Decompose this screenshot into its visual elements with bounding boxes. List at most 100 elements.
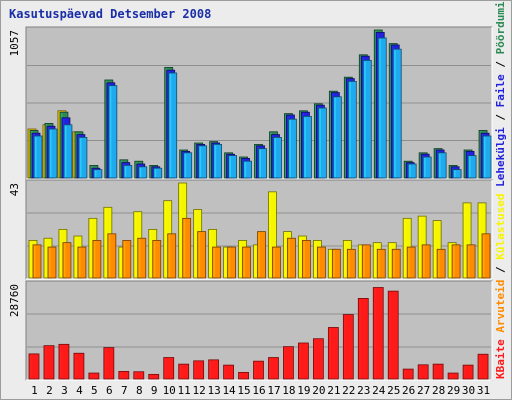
bar-arvuteid xyxy=(361,244,371,279)
bar-kbaite xyxy=(103,347,115,380)
bar-lehek-lgi xyxy=(153,167,163,179)
legend-separator: / xyxy=(494,107,507,127)
bar-arvuteid xyxy=(421,244,431,279)
bar-arvuteid xyxy=(346,248,356,279)
x-tick-label: 30 xyxy=(462,384,475,397)
bar-kbaite xyxy=(58,343,70,380)
x-tick-label: 11 xyxy=(178,384,191,397)
bar-lehek-lgi xyxy=(213,143,223,179)
bar-kbaite xyxy=(253,360,264,380)
y-max-label: 28760 xyxy=(8,284,21,317)
bar-kbaite xyxy=(148,373,160,380)
bar-lehek-lgi xyxy=(273,136,282,179)
bar-arvuteid xyxy=(32,244,42,279)
bar-kbaite xyxy=(357,298,369,380)
legend-separator xyxy=(494,187,507,194)
x-tick-label: 5 xyxy=(91,384,98,397)
x-tick-label: 8 xyxy=(136,384,143,397)
bar-kbaite xyxy=(178,363,190,380)
x-tick-label: 12 xyxy=(193,384,206,397)
bar-arvuteid xyxy=(137,237,147,279)
bar-arvuteid xyxy=(272,246,281,279)
x-tick-label: 29 xyxy=(447,384,460,397)
bar-arvuteid xyxy=(92,240,102,279)
x-tick-label: 26 xyxy=(402,384,415,397)
bar-arvuteid xyxy=(391,248,401,279)
bar-arvuteid xyxy=(451,244,461,279)
bar-arvuteid xyxy=(122,240,132,279)
bar-arvuteid xyxy=(197,231,207,279)
x-tick-label: 24 xyxy=(372,384,386,397)
bar-kbaite xyxy=(342,314,354,380)
x-tick-label: 23 xyxy=(357,384,370,397)
legend-lehek-lgi: Lehekülgi xyxy=(494,127,507,187)
bar-lehek-lgi xyxy=(93,169,103,179)
bar-lehek-lgi xyxy=(392,48,402,179)
y-max-label: 1057 xyxy=(8,30,21,57)
bar-lehek-lgi xyxy=(138,166,148,179)
bar-arvuteid xyxy=(481,233,491,279)
bar-kbaite xyxy=(43,345,55,380)
bar-arvuteid xyxy=(436,248,446,279)
legend: KBaite Arvuteid / Külastused Lehekülgi /… xyxy=(494,1,507,379)
bar-lehek-lgi xyxy=(63,124,73,179)
bar-arvuteid xyxy=(62,242,72,279)
legend-text: KBaite Arvuteid / Külastused Lehekülgi /… xyxy=(494,1,507,379)
x-tick-label: 10 xyxy=(163,384,176,397)
x-tick-label: 4 xyxy=(76,384,83,397)
x-tick-label: 22 xyxy=(342,384,355,397)
bar-kbaite xyxy=(447,372,459,380)
bar-kbaite xyxy=(73,352,85,380)
x-tick-label: 31 xyxy=(477,384,490,397)
bar-lehek-lgi xyxy=(78,136,88,179)
legend-arvuteid: Arvuteid xyxy=(494,280,507,333)
x-tick-label: 18 xyxy=(282,384,295,397)
bar-kbaite xyxy=(223,364,234,380)
bar-kbaite xyxy=(432,363,444,380)
legend-k-lastused: Külastused xyxy=(494,194,507,260)
bar-arvuteid xyxy=(257,231,266,279)
bar-kbaite xyxy=(417,364,429,380)
legend-separator: / xyxy=(494,54,507,74)
x-tick-label: 15 xyxy=(237,384,250,397)
bar-lehek-lgi xyxy=(48,128,58,179)
bar-lehek-lgi xyxy=(362,59,372,179)
bar-kbaite xyxy=(28,353,40,380)
bar-lehek-lgi xyxy=(317,107,327,179)
legend-separator: / xyxy=(494,260,507,280)
bar-arvuteid xyxy=(167,233,177,279)
y-max-label: 43 xyxy=(8,183,21,196)
bar-lehek-lgi xyxy=(377,37,387,179)
x-tick-label: 9 xyxy=(151,384,158,397)
x-tick-label: 7 xyxy=(121,384,128,397)
bar-kbaite xyxy=(402,368,414,380)
bar-lehek-lgi xyxy=(347,80,357,179)
bar-kbaite xyxy=(163,357,175,380)
x-tick-label: 28 xyxy=(432,384,445,397)
legend-faile: Faile xyxy=(494,74,507,107)
x-tick-label: 16 xyxy=(252,384,265,397)
x-tick-label: 20 xyxy=(312,384,325,397)
x-tick-label: 3 xyxy=(61,384,68,397)
chart-title: Kasutuspäevad Detsember 2008 xyxy=(9,7,211,21)
bar-arvuteid xyxy=(406,246,416,279)
bar-kbaite xyxy=(312,338,324,380)
bar-arvuteid xyxy=(182,217,192,279)
bar-lehek-lgi xyxy=(123,164,133,179)
bar-kbaite xyxy=(238,371,249,380)
bar-kbaite xyxy=(477,353,489,380)
bar-arvuteid xyxy=(302,240,311,279)
bar-kbaite xyxy=(298,342,309,380)
x-tick-label: 21 xyxy=(327,384,340,397)
bar-lehek-lgi xyxy=(467,155,477,179)
x-tick-label: 1 xyxy=(31,384,38,397)
bar-lehek-lgi xyxy=(198,145,208,179)
legend-separator xyxy=(494,333,507,340)
x-tick-label: 25 xyxy=(387,384,400,397)
bar-lehek-lgi xyxy=(407,163,417,179)
bar-kbaite xyxy=(268,357,279,380)
bar-arvuteid xyxy=(212,246,222,279)
bar-arvuteid xyxy=(242,246,251,279)
bar-lehek-lgi xyxy=(482,135,492,179)
bar-kbaite xyxy=(387,290,399,380)
